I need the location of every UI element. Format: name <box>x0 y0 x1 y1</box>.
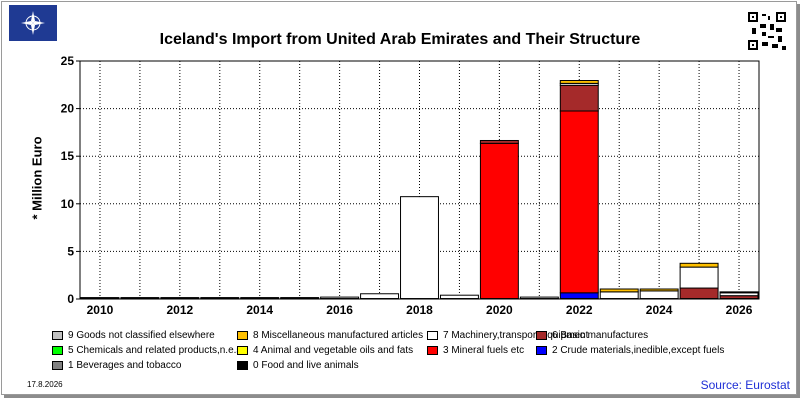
x-tick-label: 2018 <box>406 303 433 317</box>
legend-item: 7 Machinery,transport equipment <box>427 330 588 341</box>
y-tick-label: 20 <box>61 102 75 116</box>
source-credit: Source: Eurostat <box>700 378 790 392</box>
legend-swatch <box>52 346 63 355</box>
bar-segment <box>559 292 599 300</box>
bar-segment <box>479 139 519 144</box>
bar-segment <box>679 287 719 300</box>
bar-segment <box>320 296 360 300</box>
y-tick-label: 15 <box>61 149 75 163</box>
legend-swatch <box>237 346 248 355</box>
legend-item: 5 Chemicals and related products,n.e.s. <box>52 345 244 356</box>
legend-label: 9 Goods not classified elsewhere <box>68 330 215 341</box>
legend-item: 2 Crude materials,inedible,except fuels <box>536 345 724 356</box>
bar-segment <box>599 288 639 293</box>
legend-swatch <box>52 331 63 340</box>
nato-compass-logo-icon <box>9 5 57 41</box>
legend-item: 6 Basic manufactures <box>536 330 648 341</box>
bar-segment <box>599 291 639 300</box>
bar-segment <box>280 297 320 300</box>
legend-item: 8 Miscellaneous manufactured articles <box>237 330 423 341</box>
legend-label: 5 Chemicals and related products,n.e.s. <box>68 345 245 356</box>
legend-item: 4 Animal and vegetable oils and fats <box>237 345 413 356</box>
bar-segment <box>80 297 120 300</box>
chart-title: Iceland's Import from United Arab Emirat… <box>159 31 641 48</box>
legend-label: 8 Miscellaneous manufactured articles <box>253 330 424 341</box>
legend-label: 3 Mineral fuels etc <box>443 345 525 356</box>
legend-swatch <box>427 331 438 340</box>
bar-segment <box>559 84 599 112</box>
bar-segment <box>639 290 679 300</box>
x-tick-label: 2024 <box>646 303 673 317</box>
legend-label: 4 Animal and vegetable oils and fats <box>253 345 414 356</box>
y-tick-label: 25 <box>61 54 75 68</box>
legend-swatch <box>237 361 248 370</box>
legend-label: 6 Basic manufactures <box>552 330 649 341</box>
bar-segment <box>200 297 240 300</box>
bar-segment <box>679 266 719 289</box>
x-tick-label: 2012 <box>167 303 194 317</box>
legend-item: 3 Mineral fuels etc <box>427 345 524 356</box>
chart-legend: 9 Goods not classified elsewhere 8 Miscel… <box>52 330 792 378</box>
y-tick-label: 5 <box>67 244 74 258</box>
date-stamp: 17.8.2026 <box>27 380 63 389</box>
bar-segment <box>479 142 519 300</box>
x-tick-label: 2010 <box>87 303 114 317</box>
bar-segment <box>519 296 559 300</box>
legend-label: 0 Food and live animals <box>253 360 359 371</box>
legend-label: 1 Beverages and tobacco <box>68 360 182 371</box>
bar-segment <box>439 294 479 300</box>
bar-segment <box>559 110 599 294</box>
bar-segment <box>679 262 719 268</box>
legend-item: 1 Beverages and tobacco <box>52 360 181 371</box>
x-tick-label: 2022 <box>566 303 593 317</box>
legend-swatch <box>237 331 248 340</box>
x-tick-label: 2016 <box>326 303 353 317</box>
bar-segment <box>360 293 400 300</box>
bar-segment <box>639 288 679 292</box>
legend-label: 2 Crude materials,inedible,except fuels <box>552 345 725 356</box>
x-tick-label: 2026 <box>726 303 753 317</box>
legend-label: 7 Machinery,transport equipment <box>443 330 589 341</box>
legend-item: 9 Goods not classified elsewhere <box>52 330 215 341</box>
bar-segment <box>240 297 280 300</box>
x-tick-label: 2020 <box>486 303 513 317</box>
legend-swatch <box>427 346 438 355</box>
qr-code-icon <box>748 12 786 50</box>
legend-swatch <box>536 346 547 355</box>
bar-segment <box>160 297 200 300</box>
legend-swatch <box>536 331 547 340</box>
x-tick-label: 2014 <box>246 303 273 317</box>
compass-star-icon <box>21 11 45 35</box>
legend-item: 0 Food and live animals <box>237 360 359 371</box>
bar-segment <box>120 297 160 300</box>
y-tick-label: 0 <box>67 292 74 306</box>
y-tick-label: 10 <box>61 197 75 211</box>
bar-segment <box>559 80 599 84</box>
bar-segment <box>400 196 439 300</box>
bar-segment <box>719 291 759 294</box>
legend-swatch <box>52 361 63 370</box>
